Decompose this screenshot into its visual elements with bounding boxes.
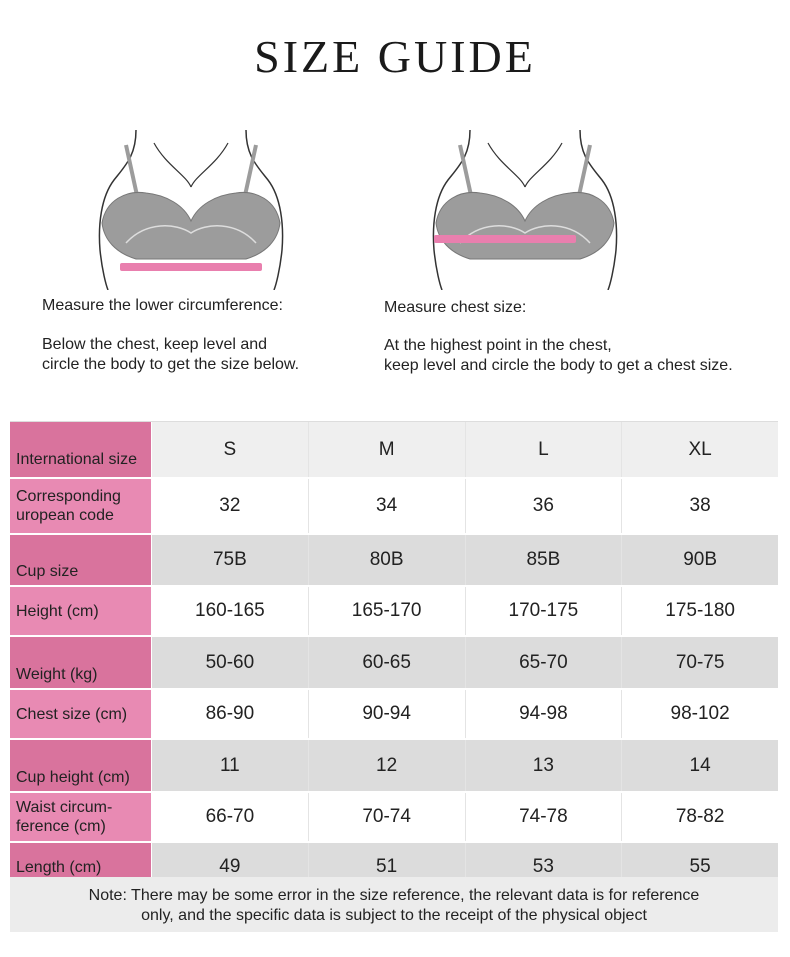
table-cell: 85B bbox=[465, 535, 623, 585]
table-row-label: Corresponding uropean code bbox=[10, 479, 152, 533]
table-row: Cup height (cm) 11 12 13 14 bbox=[10, 740, 778, 793]
table-cell: 60-65 bbox=[308, 637, 466, 688]
table-cell: 75B bbox=[152, 535, 309, 585]
lower-circumference-illustration bbox=[98, 129, 284, 290]
table-row-label: Height (cm) bbox=[10, 587, 152, 635]
note-line-1: Note: There may be some error in the siz… bbox=[88, 887, 700, 904]
table-row: Waist circum- ference (cm) 66-70 70-74 7… bbox=[10, 793, 778, 843]
table-cell: 32 bbox=[152, 479, 309, 533]
table-cell: 66-70 bbox=[152, 793, 309, 841]
table-cell: 74-78 bbox=[465, 793, 623, 841]
table-cell: 12 bbox=[308, 740, 466, 791]
table-cell: 70-74 bbox=[308, 793, 466, 841]
table-cell: 98-102 bbox=[622, 690, 778, 738]
table-cell: 78-82 bbox=[622, 793, 778, 841]
table-row-label: Cup height (cm) bbox=[10, 740, 152, 791]
table-cell: 13 bbox=[465, 740, 623, 791]
chest-size-instructions: At the highest point in the chest, keep … bbox=[384, 336, 733, 376]
table-cell: 14 bbox=[622, 740, 778, 791]
table-cell: 175-180 bbox=[622, 587, 778, 635]
table-cell: 50-60 bbox=[152, 637, 309, 688]
table-cell: 170-175 bbox=[465, 587, 623, 635]
table-cell: 165-170 bbox=[308, 587, 466, 635]
table-cell: L bbox=[465, 422, 623, 477]
table-cell: 65-70 bbox=[465, 637, 623, 688]
table-cell: 160-165 bbox=[152, 587, 309, 635]
table-row: Corresponding uropean code 32 34 36 38 bbox=[10, 479, 778, 535]
chest-size-line-2: keep level and circle the body to get a … bbox=[384, 357, 733, 374]
table-row-label: Waist circum- ference (cm) bbox=[10, 793, 152, 841]
table-cell: 90-94 bbox=[308, 690, 466, 738]
note-line-2: only, and the specific data is subject t… bbox=[141, 907, 647, 924]
table-row-label: Weight (kg) bbox=[10, 637, 152, 688]
table-cell: 90B bbox=[622, 535, 778, 585]
table-cell: 86-90 bbox=[152, 690, 309, 738]
table-cell: 94-98 bbox=[465, 690, 623, 738]
size-table: International size S M L XL Correspondin… bbox=[10, 421, 778, 893]
table-cell: 34 bbox=[308, 479, 466, 533]
disclaimer-note: Note: There may be some error in the siz… bbox=[10, 877, 778, 932]
table-cell: 38 bbox=[622, 479, 778, 533]
table-cell: 36 bbox=[465, 479, 623, 533]
lower-circumference-heading: Measure the lower circumference: bbox=[42, 297, 283, 314]
chest-size-illustration bbox=[432, 129, 618, 290]
table-row: Chest size (cm) 86-90 90-94 94-98 98-102 bbox=[10, 690, 778, 740]
chest-size-line-1: At the highest point in the chest, bbox=[384, 337, 612, 354]
lower-circumference-instructions: Below the chest, keep level and circle t… bbox=[42, 335, 299, 375]
table-header-row: International size S M L XL bbox=[10, 422, 778, 479]
table-row-label: Cup size bbox=[10, 535, 152, 585]
table-row: Cup size 75B 80B 85B 90B bbox=[10, 535, 778, 587]
chest-size-heading: Measure chest size: bbox=[384, 299, 527, 316]
lower-circumference-line-1: Below the chest, keep level and bbox=[42, 336, 268, 353]
table-row-label: International size bbox=[10, 422, 152, 477]
lower-circumference-line-2: circle the body to get the size below. bbox=[42, 356, 300, 373]
page-title: SIZE GUIDE bbox=[254, 31, 536, 82]
table-cell: 11 bbox=[152, 740, 309, 791]
table-cell: XL bbox=[622, 422, 778, 477]
table-row-label: Chest size (cm) bbox=[10, 690, 152, 738]
table-cell: 70-75 bbox=[622, 637, 778, 688]
table-row: Height (cm) 160-165 165-170 170-175 175-… bbox=[10, 587, 778, 637]
table-cell: S bbox=[152, 422, 309, 477]
table-row: Weight (kg) 50-60 60-65 65-70 70-75 bbox=[10, 637, 778, 690]
table-cell: 80B bbox=[308, 535, 466, 585]
table-cell: M bbox=[308, 422, 466, 477]
